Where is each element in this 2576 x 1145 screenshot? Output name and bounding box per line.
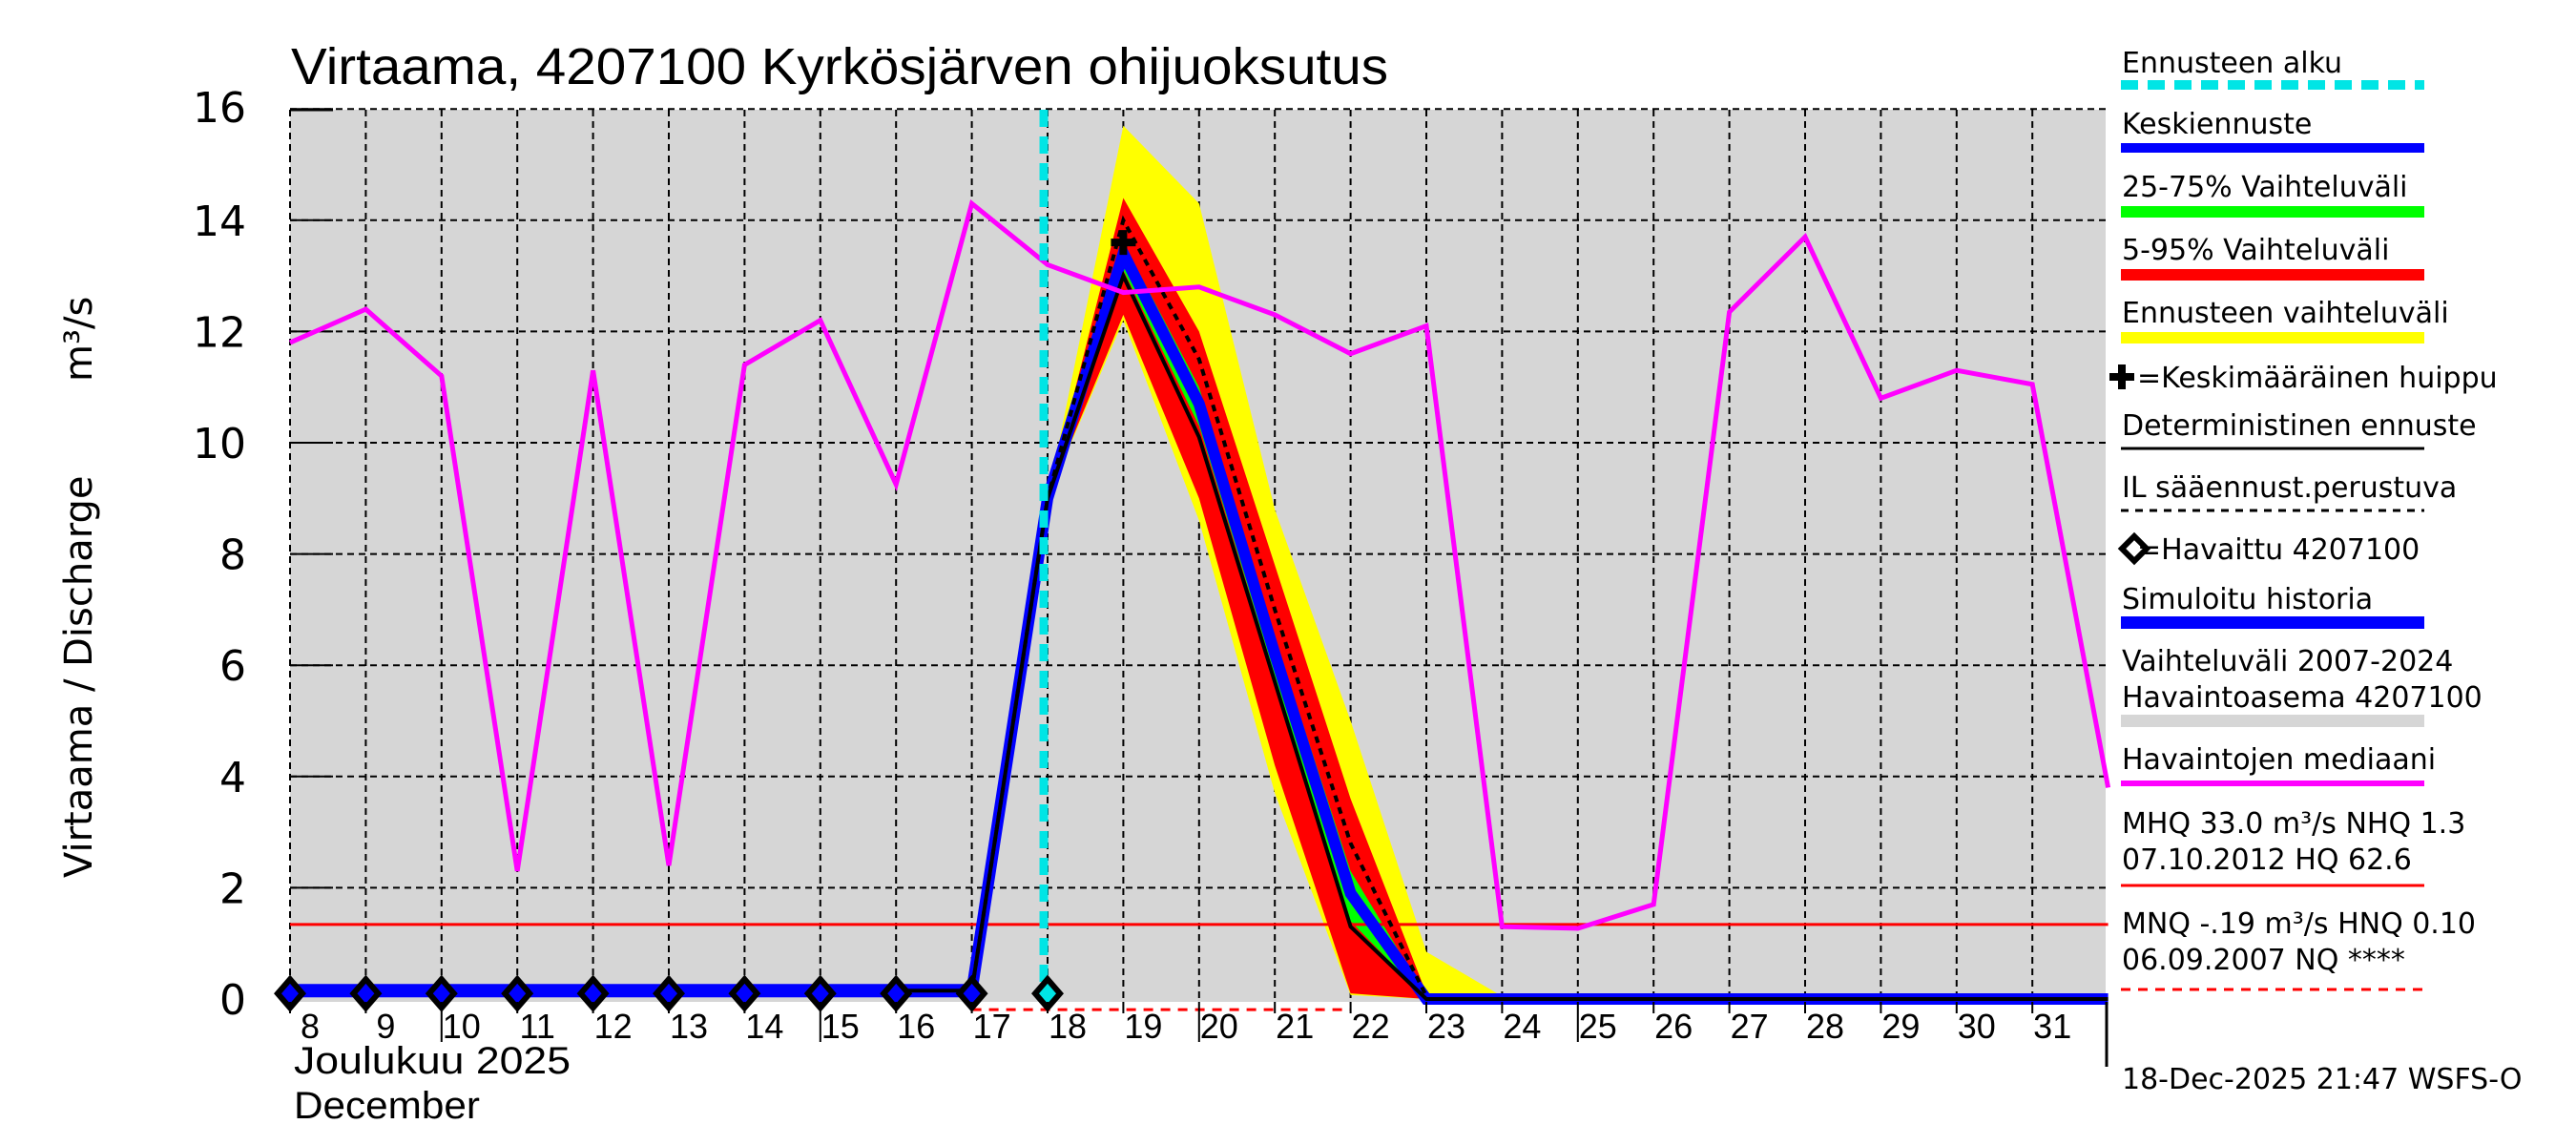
x-tick-label: 17 [973,1007,1011,1046]
y-tick-label: 12 [193,308,246,357]
x-tick-label: 26 [1654,1007,1693,1046]
x-tick-label: 9 [376,1007,395,1046]
x-tick-label: 18 [1049,1007,1087,1046]
x-tick-label: 12 [594,1007,633,1046]
forecast-bands [1048,125,1503,1000]
legend-hist-range-1: Vaihteluväli 2007-2024 [2122,645,2453,678]
observed-diamond [803,974,837,1012]
x-tick-label: 23 [1427,1007,1465,1046]
legend-simulated-swatch [2121,616,2424,629]
y-axis-ticks: 0 2 4 6 8 10 12 14 16 [193,84,246,1025]
band-ff0000 [1048,198,1426,1000]
x-tick-label: 20 [1200,1007,1238,1046]
legend-red-swatch [2121,269,2424,281]
x-tick-label: 25 [1579,1007,1617,1046]
legend-forecast-start: Ennusteen alku [2122,47,2342,80]
observed-diamond [728,974,761,1012]
x-tick-label: 29 [1881,1007,1920,1046]
median-line [288,198,2111,931]
x-tick-label: 8 [301,1007,320,1046]
x-tick-label: 19 [1124,1007,1162,1046]
legend-range-5-95: 5-95% Vaihteluväli [2122,234,2389,267]
legend-mnq-line2: 06.09.2007 NQ **** [2122,944,2405,977]
legend-blue-swatch [2121,143,2424,153]
deterministic-line [896,270,2109,1001]
legend-mean-peak: =Keskimääräinen huippu [2137,362,2498,395]
legend-mhq-line1: MHQ 33.0 m³/s NHQ 1.3 [2122,807,2465,841]
x-tick-label: 10 [443,1007,481,1046]
legend-il-based: IL sääennust.perustuva [2122,471,2457,505]
legend-mnq-line1: MNQ -.19 m³/s HNQ 0.10 [2122,907,2476,941]
observed-diamond [274,974,306,1012]
legend-hist-range-2: Havaintoasema 4207100 [2122,681,2483,715]
observed-diamond [349,974,383,1012]
y-tick-label: 14 [193,198,246,246]
x-tick-label: 28 [1806,1007,1844,1046]
x-tick-label: 13 [670,1007,708,1046]
footer-timestamp: 18-Dec-2025 21:47 WSFS-O [2122,1063,2523,1096]
legend-magenta-swatch [2121,781,2424,786]
legend-median: Havaintojen mediaani [2122,743,2436,777]
legend-observed: =Havaittu 4207100 [2137,533,2420,567]
legend-gray-swatch [2121,715,2424,727]
x-axis-month-fi: Joulukuu 2025 [294,1040,571,1082]
observed-diamond [880,974,913,1012]
observed-markers [274,230,1136,1012]
x-axis-month-en: December [294,1085,480,1127]
legend-mean-forecast: Keskiennuste [2122,108,2312,141]
legend-range-25-75: 25-75% Vaihteluväli [2122,171,2408,204]
x-axis-ticks: 8 9 10 11 12 13 14 15 16 17 18 19 20 21 22 23 24 25 26 27 28… [289,1002,2071,1046]
chart-title: Virtaama, 4207100 Kyrkösjärven ohijuoksu… [291,38,1388,95]
y-axis-unit: m³/s [57,297,101,382]
diamond-icon [2117,531,2151,566]
legend-yellow-swatch [2121,332,2424,344]
legend-simulated: Simuloitu historia [2122,583,2373,616]
observed-diamond [425,974,458,1012]
legend-green-swatch [2121,206,2424,218]
observed-diamond [576,974,610,1012]
legend-mhq-line2: 07.10.2012 HQ 62.6 [2122,843,2412,877]
y-tick-label: 10 [193,420,246,468]
plus-icon [2109,364,2134,389]
x-tick-label: 21 [1276,1007,1314,1046]
x-tick-label: 27 [1731,1007,1769,1046]
y-tick-label: 2 [219,864,246,913]
y-tick-label: 0 [219,976,246,1025]
x-tick-label: 30 [1958,1007,1996,1046]
legend: Ennusteen alku Keskiennuste 25-75% Vaiht… [2109,47,2498,991]
legend-forecast-range: Ennusteen vaihteluväli [2122,297,2449,330]
x-tick-label: 22 [1352,1007,1390,1046]
y-tick-label: 16 [193,84,246,133]
peak-plus-v [1119,230,1128,256]
x-tick-label: 11 [520,1007,555,1046]
y-tick-label: 4 [219,754,246,802]
observed-diamond [653,974,685,1012]
x-tick-label: 24 [1503,1007,1541,1046]
x-tick-label: 15 [821,1007,860,1046]
series-lines [288,110,2111,1011]
observed-diamond [955,974,988,1012]
x-tick-label: 14 [745,1007,783,1046]
x-tick-label: 31 [2033,1007,2071,1046]
legend-deterministic: Deterministinen ennuste [2122,409,2477,443]
y-axis-label: Virtaama / Discharge [57,476,101,878]
observed-diamond [501,974,534,1012]
x-tick-label: 16 [897,1007,935,1046]
y-tick-label: 6 [219,642,246,691]
y-tick-label: 8 [219,531,246,580]
observed-diamond [1031,974,1064,1012]
